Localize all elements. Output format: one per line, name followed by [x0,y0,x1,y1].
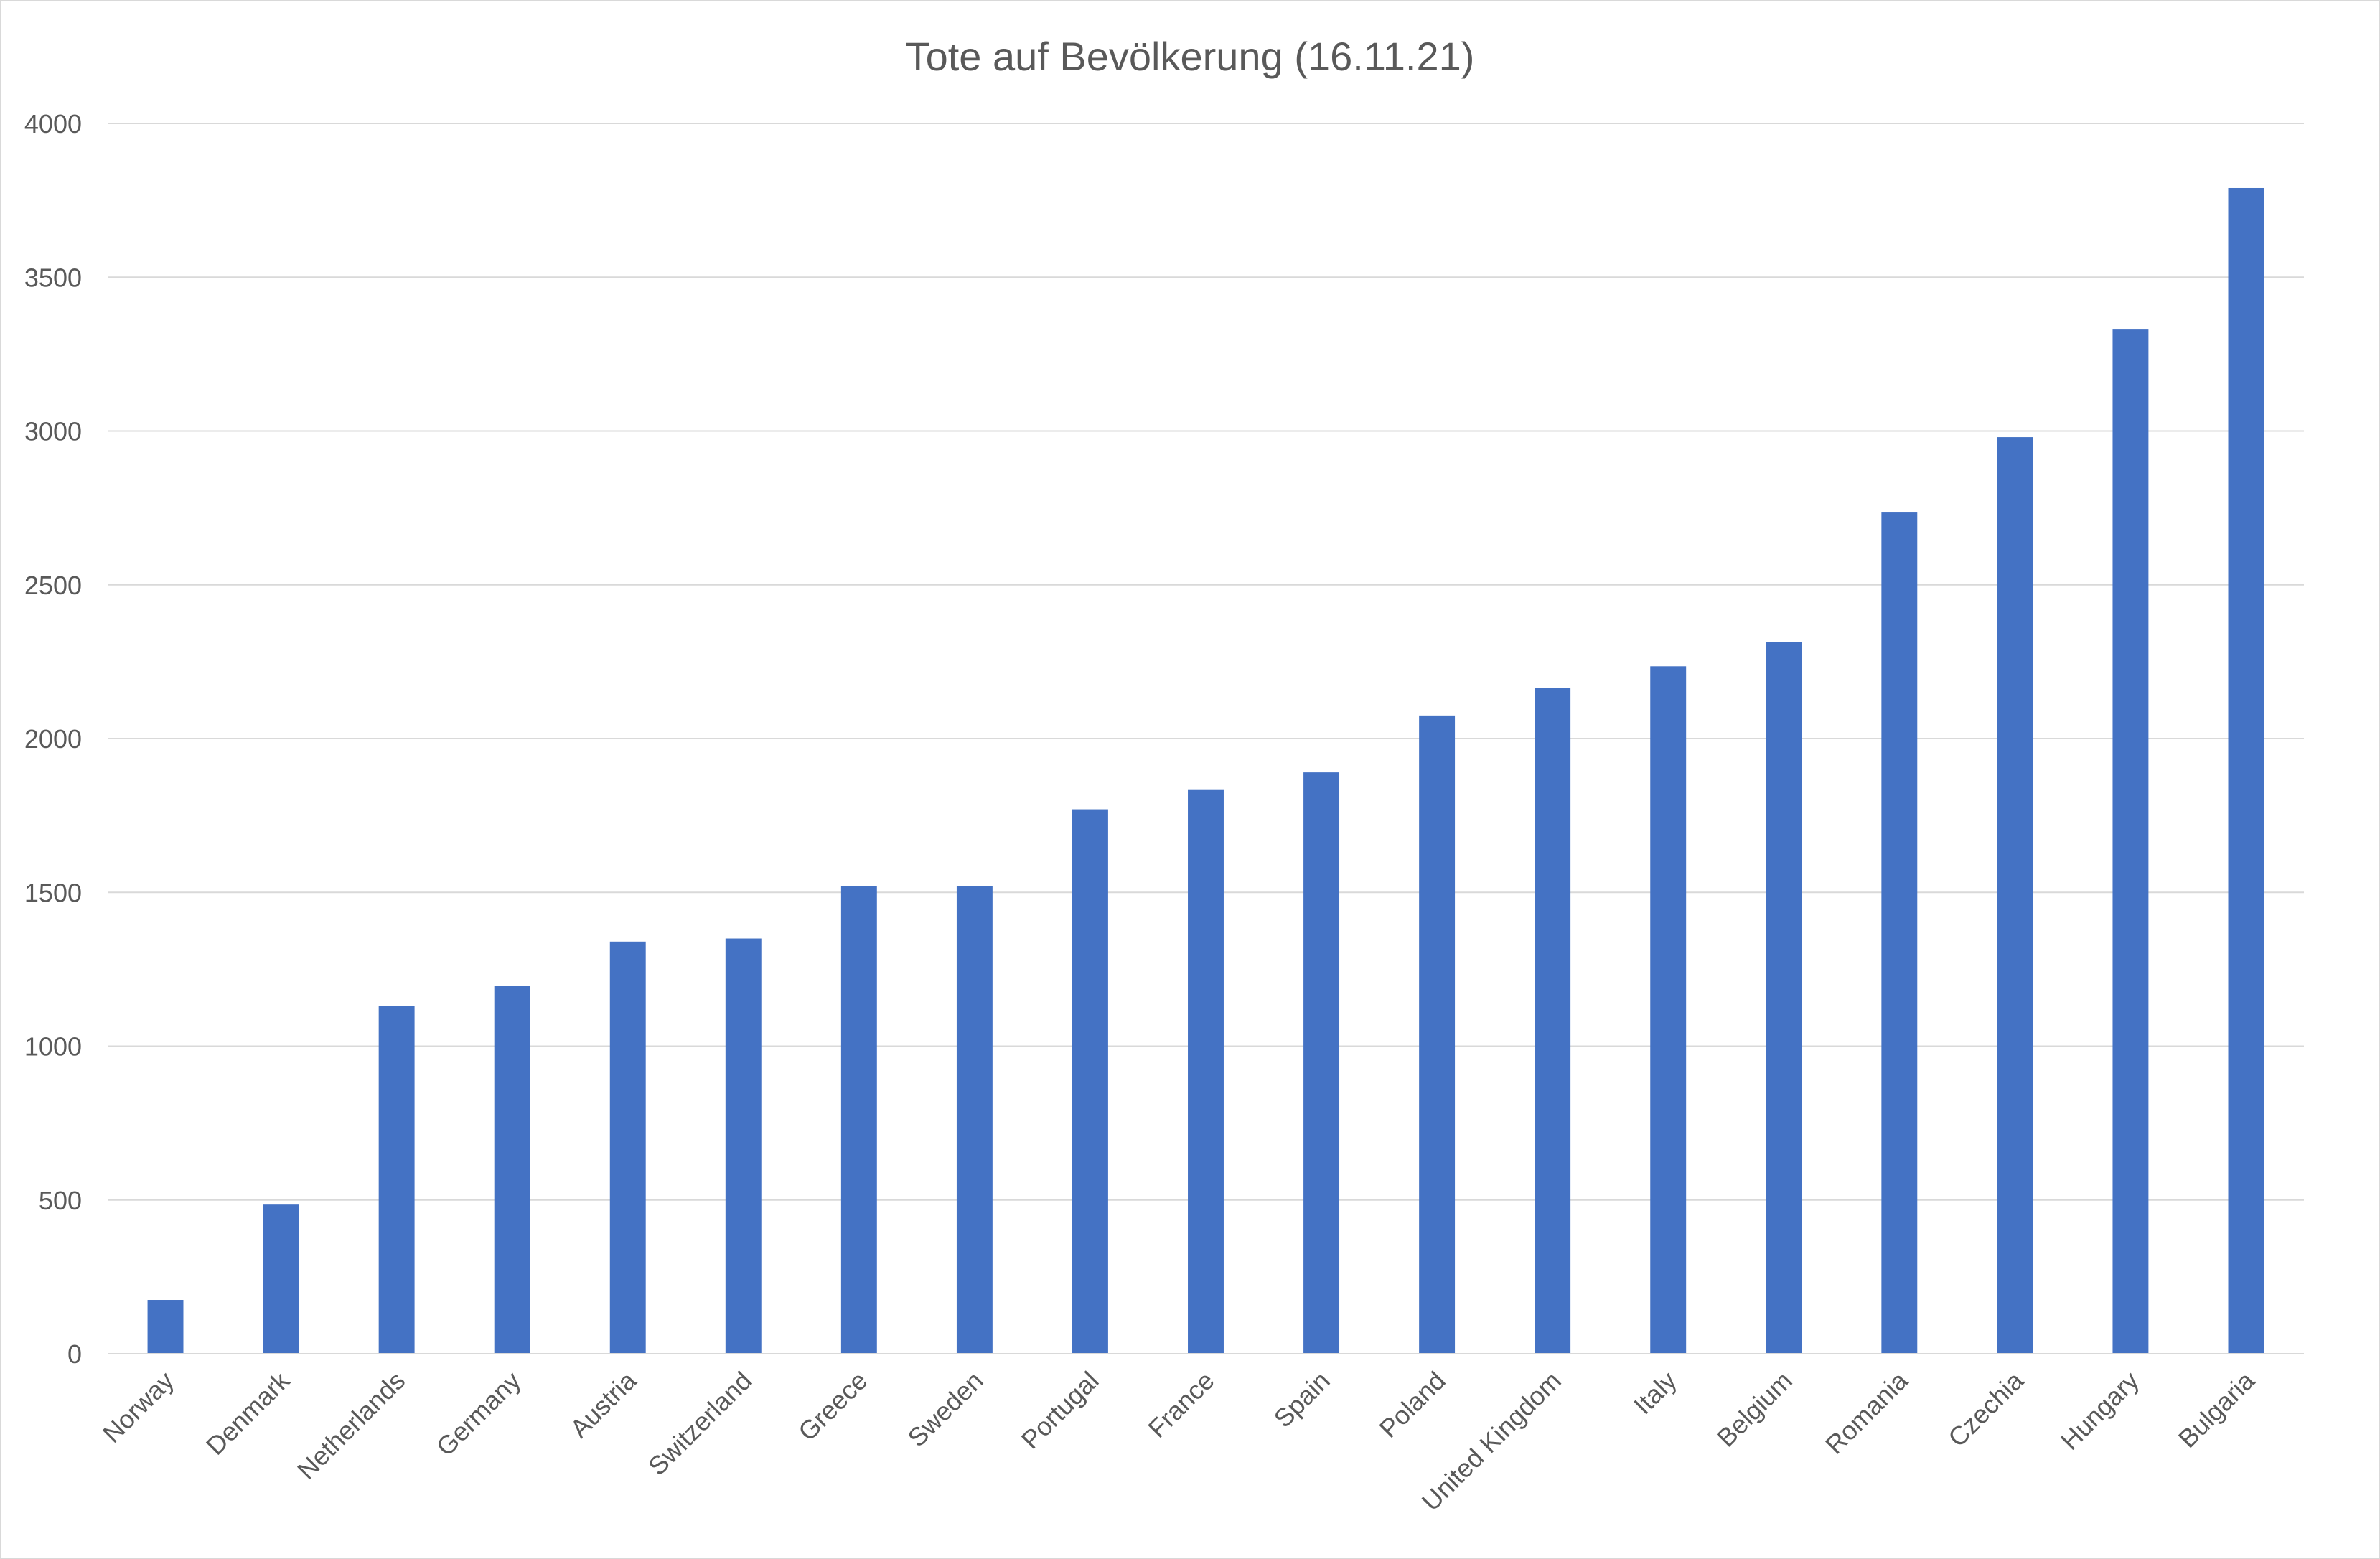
y-tick-label: 3500 [24,263,82,292]
y-tick-label: 1000 [24,1032,82,1062]
bar-bulgaria [2228,187,2264,1354]
x-category-label: Romania [1819,1365,1914,1460]
y-tick-label: 2500 [24,571,82,600]
bar-belgium [1766,642,1802,1354]
x-category-label: Spain [1268,1366,1336,1433]
x-category-label: Austria [564,1365,642,1443]
x-category-label: Belgium [1711,1366,1798,1453]
bar-spain [1303,772,1340,1354]
x-category-label: Poland [1373,1366,1451,1443]
x-category-label: Norway [97,1366,179,1448]
y-axis-tick-labels: 0 500 1000 1500 2000 2500 3000 3500 4000 [24,109,82,1369]
y-tick-label: 4000 [24,109,82,139]
bar-sweden [956,886,993,1354]
bar-portugal [1072,809,1108,1354]
bar-united-kingdom [1535,688,1571,1354]
x-category-label: Bulgaria [2173,1365,2261,1453]
x-category-label: Hungary [2055,1366,2145,1456]
x-category-label: Germany [431,1366,527,1462]
bar-hungary [2112,329,2149,1354]
y-tick-label: 2000 [24,724,82,754]
y-tick-label: 0 [67,1339,82,1369]
bar-netherlands [378,1006,415,1354]
y-tick-label: 1500 [24,878,82,907]
x-category-label: Denmark [200,1365,296,1461]
x-category-label: Italy [1628,1366,1682,1420]
x-category-label: France [1142,1366,1219,1443]
bar-romania [1881,512,1918,1354]
x-category-label: Greece [792,1366,873,1446]
bar-italy [1650,666,1687,1354]
x-category-label: Czechia [1942,1365,2030,1453]
bar-france [1188,789,1224,1354]
y-tick-label: 3000 [24,417,82,446]
bar-czechia [1997,437,2033,1354]
bar-germany [494,986,530,1354]
bar-switzerland [725,938,762,1354]
bar-poland [1419,715,1456,1354]
x-category-label: Switzerland [642,1366,758,1481]
chart-title: Tote auf Bevölkerung (16.11.21) [906,34,1475,79]
x-category-label: Sweden [902,1366,989,1453]
bar-greece [840,886,877,1354]
bar-norway [147,1300,184,1354]
y-tick-label: 500 [39,1186,82,1215]
bar-austria [609,941,646,1354]
bar-denmark [263,1204,299,1354]
x-category-label: Portugal [1016,1366,1105,1455]
x-category-label: Netherlands [291,1366,411,1485]
bars [147,187,2264,1354]
